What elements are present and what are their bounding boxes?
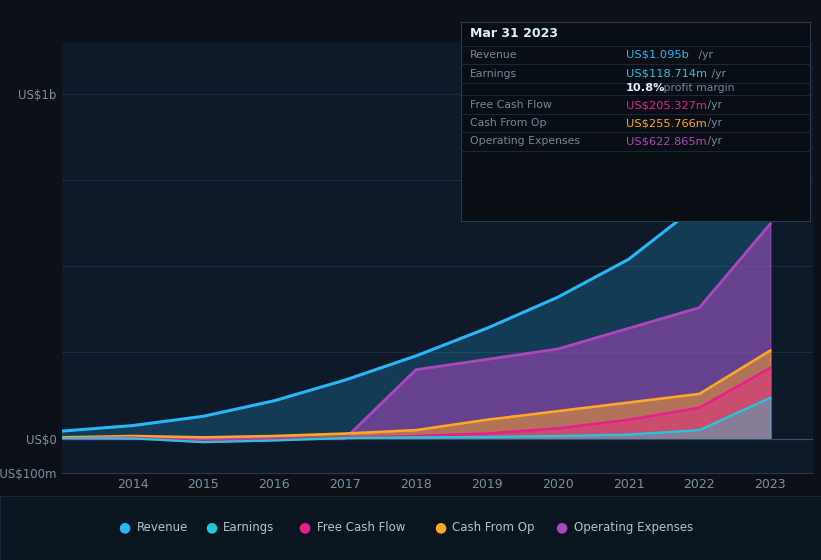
Text: ●: ● [205, 521, 218, 534]
Text: ●: ● [556, 521, 568, 534]
Text: ●: ● [434, 521, 447, 534]
Text: ●: ● [118, 521, 131, 534]
Text: Mar 31 2023: Mar 31 2023 [470, 27, 557, 40]
Text: Earnings: Earnings [223, 521, 274, 534]
Text: Operating Expenses: Operating Expenses [470, 136, 580, 146]
Text: US$118.714m: US$118.714m [626, 69, 707, 79]
Text: profit margin: profit margin [660, 83, 735, 94]
Text: US$622.865m: US$622.865m [626, 136, 706, 146]
Text: Free Cash Flow: Free Cash Flow [470, 100, 552, 110]
Text: /yr: /yr [704, 100, 722, 110]
Text: Revenue: Revenue [136, 521, 188, 534]
Text: Cash From Op: Cash From Op [470, 118, 546, 128]
Text: Cash From Op: Cash From Op [452, 521, 534, 534]
Text: Free Cash Flow: Free Cash Flow [317, 521, 405, 534]
Text: Revenue: Revenue [470, 50, 517, 60]
Text: /yr: /yr [704, 118, 722, 128]
Text: US$255.766m: US$255.766m [626, 118, 706, 128]
Text: /yr: /yr [708, 69, 726, 79]
Text: /yr: /yr [704, 136, 722, 146]
Text: Earnings: Earnings [470, 69, 516, 79]
Text: 10.8%: 10.8% [626, 83, 665, 94]
Text: /yr: /yr [695, 50, 713, 60]
Text: ●: ● [299, 521, 311, 534]
Text: Operating Expenses: Operating Expenses [574, 521, 693, 534]
Text: US$1.095b: US$1.095b [626, 50, 689, 60]
Text: US$205.327m: US$205.327m [626, 100, 707, 110]
